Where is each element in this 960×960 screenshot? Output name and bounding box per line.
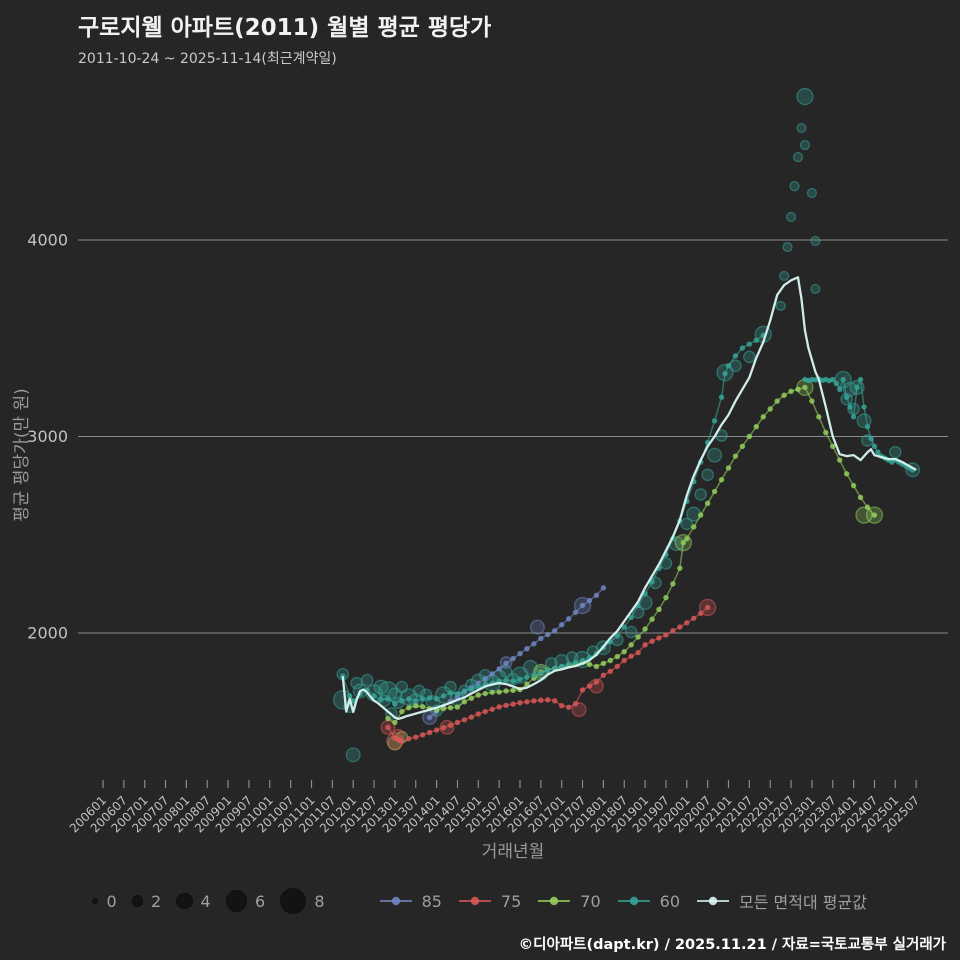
bubble [775, 300, 786, 311]
series-marker-icon [538, 896, 571, 906]
size-legend: 0 2 4 6 8 [93, 889, 325, 914]
bubble [624, 625, 638, 639]
bubble [889, 445, 902, 459]
x-axis: 2006012006072007012007072008012008072009… [67, 780, 922, 836]
bubble [792, 151, 804, 163]
x-axis-title: 거래년월 [482, 842, 545, 862]
legend-series-label: 70 [580, 891, 601, 911]
series-60 [340, 332, 916, 707]
bubble [810, 235, 821, 247]
series-avg [341, 276, 917, 721]
y-tick-label: 3000 [27, 427, 68, 446]
legend-series-label: 85 [421, 891, 442, 911]
series-75 [385, 604, 711, 744]
size-dot-icon [226, 891, 246, 911]
legend-series-label: 모든 면적대 평균값 [739, 893, 867, 913]
y-tick-label: 4000 [27, 231, 68, 250]
bubble [785, 211, 797, 223]
series-marker-icon [697, 896, 729, 906]
grid-lines: 2000 3000 4000 [27, 231, 948, 643]
legend-series-모든 면적대 평균값: 모든 면적대 평균값 [696, 889, 867, 913]
bubble [782, 241, 793, 253]
series-marker-icon [379, 896, 412, 906]
bubble [707, 447, 723, 463]
size-dot-icon [281, 889, 306, 914]
series-line [804, 378, 914, 471]
series-marker [340, 673, 346, 679]
credit-line: ©디아파트(dapt.kr) / 2025.11.21 / 자료=국토교통부 실… [518, 937, 946, 953]
size-dot-icon [93, 898, 98, 904]
legend-size-0: 0 [93, 892, 117, 911]
size-dot-icon [132, 896, 143, 906]
legend-size-label: 2 [151, 891, 162, 911]
header: 구로지웰 아파트(2011) 월별 평균 평당가 2011-10-24 ~ 20… [78, 8, 491, 68]
legend-series-60: 60 [617, 892, 680, 911]
bubble [796, 87, 814, 106]
bubble [778, 270, 790, 282]
bubble [412, 684, 426, 698]
bubble [701, 468, 714, 482]
series-legend: 85 75 70 60 모든 면적대 평균값 [379, 889, 867, 913]
legend-size-label: 6 [254, 891, 266, 911]
bubble [680, 517, 694, 531]
bubble [810, 283, 821, 295]
bubble [345, 747, 361, 763]
legend-size-6: 6 [226, 891, 266, 911]
bubble [529, 619, 545, 635]
bubble [799, 139, 811, 151]
legend-size-4: 4 [177, 892, 211, 911]
chart-legend: 0 2 4 6 8 85 75 70 60 모든 면적대 평균값 [0, 889, 960, 914]
legend-series-85: 85 [379, 892, 442, 911]
legend-series-75: 75 [458, 892, 521, 911]
series-line [387, 386, 876, 724]
legend-series-label: 75 [500, 891, 522, 911]
page-title: 구로지웰 아파트(2011) 월별 평균 평당가 [78, 15, 492, 41]
bubble [360, 673, 374, 687]
y-axis-title: 평균 평당가(만 원) [12, 388, 32, 522]
series-marker-icon [458, 896, 491, 906]
legend-size-label: 0 [106, 891, 117, 911]
legend-size-8: 8 [281, 889, 325, 914]
legend-size-label: 4 [200, 891, 211, 911]
series-line [387, 606, 709, 742]
chart-generated: 2000 3000 4000 2006012006072007012007072008… [27, 87, 948, 836]
series-70 [385, 384, 878, 726]
legend-series-label: 60 [659, 891, 680, 911]
series-line [341, 276, 917, 721]
page-subtitle: 2011-10-24 ~ 2025-11-14(최근계약일) [78, 51, 337, 67]
legend-size-label: 8 [314, 891, 325, 911]
bubble [743, 350, 756, 364]
size-dot-icon [177, 893, 192, 909]
y-tick-label: 2000 [27, 624, 68, 643]
bubble [796, 122, 807, 134]
bubble [806, 187, 818, 199]
bubble [694, 488, 707, 501]
legend-size-2: 2 [132, 891, 162, 911]
bubble [789, 181, 800, 192]
bubble [373, 679, 389, 695]
series-marker-icon [617, 896, 650, 906]
legend-series-70: 70 [537, 891, 601, 911]
series-line [342, 334, 764, 705]
